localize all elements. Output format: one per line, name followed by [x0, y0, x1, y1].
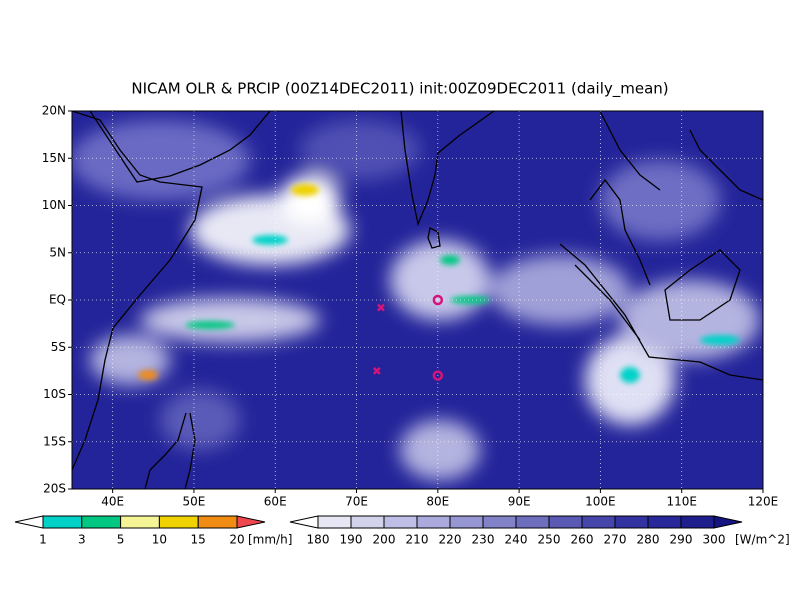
map-area — [72, 111, 763, 489]
lat-tick-label: 5N — [49, 245, 66, 259]
colorbar-box — [120, 515, 160, 529]
colorbar-unit: [W/m^2] — [735, 533, 790, 547]
colorbar-box — [680, 515, 715, 529]
colorbar-end — [289, 515, 319, 529]
colorbar-label: 220 — [439, 533, 462, 547]
colorbar-box — [350, 515, 385, 529]
lon-tick-label: 110E — [666, 495, 697, 509]
lat-tick-label: 15S — [43, 434, 66, 448]
lat-tick-label: 20N — [42, 104, 66, 118]
colorbar-label: 250 — [538, 533, 561, 547]
lat-tick-label: 15N — [42, 151, 66, 165]
colorbar-box — [647, 515, 682, 529]
colorbar-box — [614, 515, 649, 529]
lon-tick-label: 50E — [183, 495, 206, 509]
lon-tick-label: 80E — [426, 495, 449, 509]
colorbar-label: 3 — [78, 533, 86, 547]
colorbar-box — [482, 515, 517, 529]
lat-tick-label: 10S — [43, 387, 66, 401]
colorbar-label: 230 — [472, 533, 495, 547]
colorbar-label: 200 — [373, 533, 396, 547]
colorbar-box — [42, 515, 83, 529]
colorbar-box — [81, 515, 122, 529]
map-title: NICAM OLR & PRCIP (00Z14DEC2011) init:00… — [131, 80, 668, 99]
colorbar-box — [197, 515, 238, 529]
colorbar-end — [713, 515, 743, 529]
colorbar-label: 190 — [340, 533, 363, 547]
colorbar-label: 240 — [505, 533, 528, 547]
colorbar-label: 210 — [406, 533, 429, 547]
marker-circle — [432, 294, 444, 306]
marker-circle — [432, 370, 444, 381]
colorbar-box — [317, 515, 352, 529]
colorbar-label: 10 — [152, 533, 167, 547]
colorbar-label: 260 — [571, 533, 594, 547]
colorbar-end — [14, 515, 44, 529]
colorbar-unit: [mm/h] — [248, 533, 292, 547]
lon-tick-label: 90E — [508, 495, 531, 509]
colorbar-end — [236, 515, 266, 529]
rain-cells — [138, 184, 740, 383]
marker-cross — [377, 303, 385, 312]
colorbar-label: 5 — [117, 533, 125, 547]
lon-tick-label: 100E — [585, 495, 616, 509]
colorbar-box — [383, 515, 418, 529]
lon-tick-label: 40E — [101, 495, 124, 509]
lon-tick-label: 60E — [264, 495, 287, 509]
colorbar-label: 270 — [604, 533, 627, 547]
lat-tick-label: 5S — [51, 340, 66, 354]
lat-tick-label: 20S — [43, 482, 66, 496]
colorbar-box — [158, 515, 199, 529]
colorbar-label: 300 — [703, 533, 726, 547]
lon-tick-label: 120E — [748, 495, 779, 509]
colorbar-label: 180 — [307, 533, 330, 547]
coastlines — [72, 111, 763, 489]
marker-cross — [372, 366, 381, 375]
lon-tick-label: 70E — [345, 495, 368, 509]
colorbar-label: 290 — [670, 533, 693, 547]
colorbar-box — [548, 515, 583, 529]
colorbar-box — [581, 515, 616, 529]
colorbar-label: 20 — [229, 533, 244, 547]
lat-tick-label: EQ — [49, 293, 66, 307]
lat-tick-label: 10N — [42, 198, 66, 212]
colorbar-box — [416, 515, 451, 529]
colorbar-box — [515, 515, 550, 529]
colorbar-box — [449, 515, 484, 529]
colorbar-label: 15 — [191, 533, 206, 547]
colorbar-label: 1 — [39, 533, 47, 547]
colorbar-label: 280 — [637, 533, 660, 547]
